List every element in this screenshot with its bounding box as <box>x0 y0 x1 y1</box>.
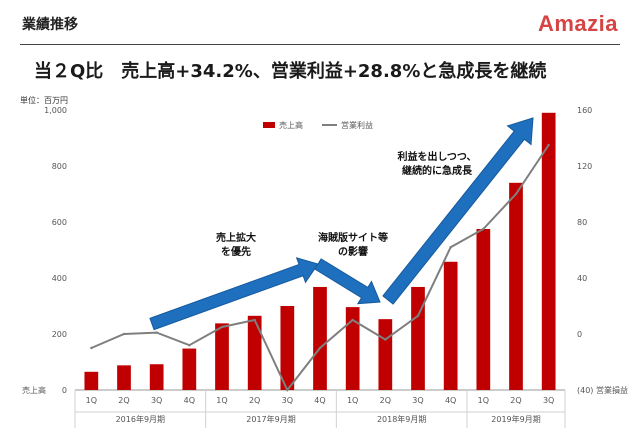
line-point-operating-profit <box>318 346 322 350</box>
x-tick-label: 4Q <box>184 396 195 405</box>
y-left-axis-title: 売上高 <box>22 385 46 395</box>
bar-revenue <box>313 286 327 390</box>
y-right-tick-label: (40) <box>577 386 593 395</box>
line-point-operating-profit <box>188 344 191 347</box>
x-tick-label: 3Q <box>151 396 162 405</box>
bar-revenue <box>378 319 393 390</box>
line-point-operating-profit <box>286 388 289 392</box>
y-right-tick-label: 0 <box>577 330 582 339</box>
headline: 当２Q比 売上高+34.2%、営業利益+28.8%と急成長を継続 <box>34 61 547 82</box>
line-point-operating-profit <box>384 338 387 341</box>
y-left-tick-label: 1,000 <box>44 106 67 115</box>
line-point-operating-profit <box>514 192 518 196</box>
x-tick-label: 3Q <box>543 396 554 405</box>
y-left-tick-label: 0 <box>62 386 67 395</box>
legend-label-revenue: 売上高 <box>279 120 303 130</box>
line-point-operating-profit <box>482 227 485 231</box>
bar-revenue <box>84 371 99 390</box>
y-right-tick-label: 120 <box>577 162 592 171</box>
x-tick-label: 1Q <box>478 396 489 405</box>
line-point-operating-profit <box>220 325 224 329</box>
bar-revenue <box>541 112 556 391</box>
annotation-text: 売上拡大 <box>216 231 256 244</box>
x-tick-label: 3Q <box>412 396 423 405</box>
x-tick-label: 4Q <box>314 396 325 405</box>
x-group-label: 2016年9月期 <box>116 414 165 424</box>
bar-revenue <box>149 364 164 390</box>
legend-label-operating-profit: 営業利益 <box>341 120 373 130</box>
x-tick-label: 1Q <box>347 396 358 405</box>
bar-revenue <box>182 348 197 390</box>
bar-revenue <box>280 306 295 390</box>
x-tick-label: 2Q <box>118 396 129 405</box>
bar-revenue <box>411 286 425 390</box>
x-tick-label: 4Q <box>445 396 456 405</box>
annotation-text: の影響 <box>338 245 368 258</box>
x-tick-label: 2Q <box>249 396 260 405</box>
line-point-operating-profit <box>253 318 256 322</box>
bar-revenue <box>247 315 262 390</box>
y-left-tick-label: 200 <box>52 330 67 339</box>
bar-revenue <box>476 229 491 390</box>
trend-arrow <box>314 258 381 305</box>
brand-logo: Amazia <box>537 11 618 36</box>
y-right-tick-label: 40 <box>577 274 587 283</box>
bar-revenue <box>509 182 523 390</box>
line-point-operating-profit <box>416 314 420 317</box>
bar-revenue <box>443 261 458 390</box>
annotation-text: 継続的に急成長 <box>402 164 473 177</box>
line-point-operating-profit <box>351 318 354 322</box>
line-point-operating-profit <box>155 331 158 334</box>
annotation-text: 海賊版サイト等 <box>318 231 388 244</box>
y-right-tick-label: 80 <box>577 218 587 227</box>
line-point-operating-profit <box>449 246 452 249</box>
legend-swatch-revenue <box>263 122 275 128</box>
line-point-operating-profit <box>90 346 93 350</box>
annotation-text: 利益を出しつつ、 <box>398 150 477 163</box>
y-left-tick-label: 600 <box>52 218 67 227</box>
x-tick-label: 2Q <box>510 396 521 405</box>
section-title: 業績推移 <box>22 17 78 33</box>
bar-revenue <box>117 365 131 390</box>
unit-label: 単位：百万円 <box>20 96 68 105</box>
y-right-tick-label: 160 <box>577 106 592 115</box>
x-tick-label: 2Q <box>380 396 391 405</box>
y-left-tick-label: 400 <box>52 274 67 283</box>
bar-revenue <box>345 307 360 390</box>
bar-revenue <box>215 323 229 390</box>
x-group-label: 2019年9月期 <box>491 414 540 424</box>
y-left-tick-label: 800 <box>52 162 67 171</box>
x-tick-label: 1Q <box>216 396 227 405</box>
x-group-label: 2017年9月期 <box>246 414 295 424</box>
x-tick-label: 1Q <box>86 396 97 405</box>
annotation-text: を優先 <box>221 245 251 258</box>
trend-arrow <box>149 257 319 331</box>
x-tick-label: 3Q <box>282 396 293 405</box>
header-rule <box>20 44 620 45</box>
line-point-operating-profit <box>122 332 126 336</box>
trend-arrow <box>382 117 534 305</box>
line-point-operating-profit <box>547 143 550 147</box>
x-group-label: 2018年9月期 <box>377 414 426 424</box>
y-right-axis-title: 営業損益 <box>596 385 628 395</box>
